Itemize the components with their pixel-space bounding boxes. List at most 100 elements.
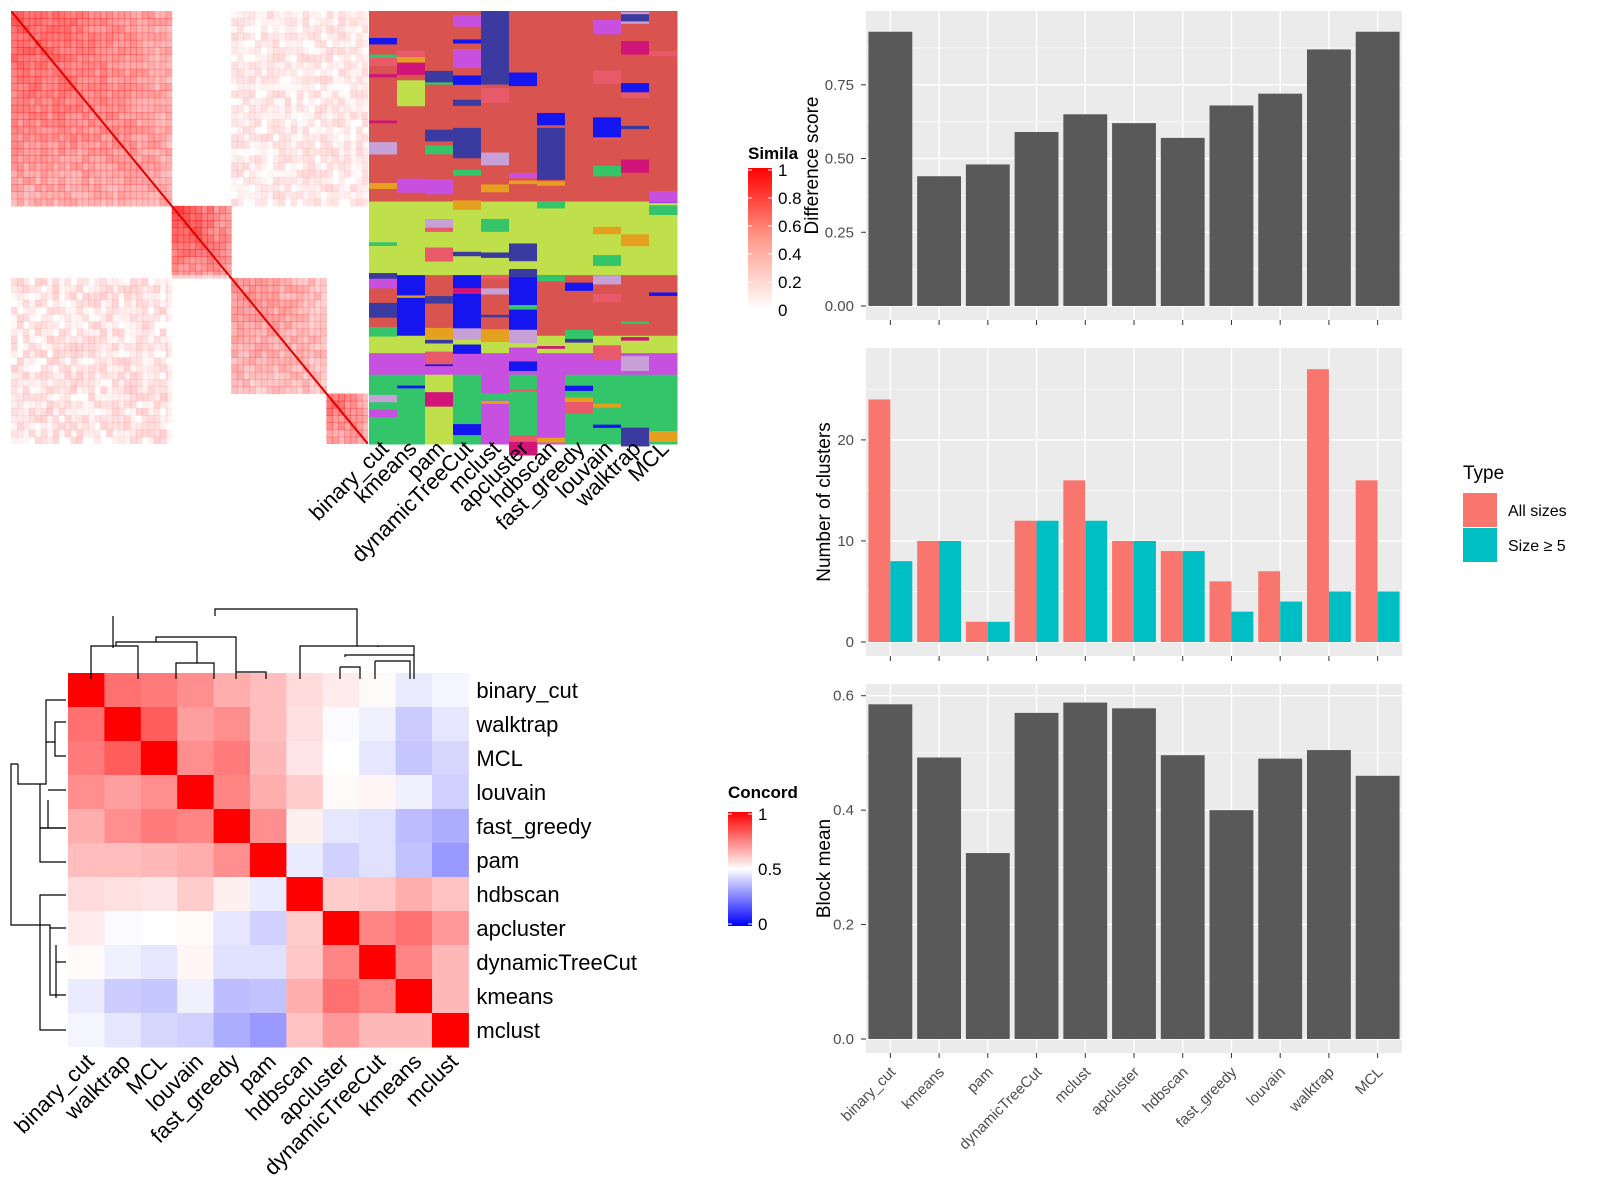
similarity-cell [118, 104, 125, 113]
similarity-cell [296, 299, 304, 308]
similarity-cell [124, 314, 131, 322]
similarity-cell [231, 18, 238, 27]
similarity-cell [219, 213, 226, 221]
similarity-cell [141, 176, 149, 185]
similarity-cell [171, 220, 179, 229]
similarity-cell [243, 184, 250, 192]
similarity-cell [135, 335, 143, 344]
similarity-cell [362, 39, 368, 48]
similarity-cell [11, 39, 18, 48]
concordance-cell [286, 809, 324, 844]
similarity-cell [266, 90, 274, 99]
similarity-cell [332, 436, 339, 444]
similarity-cell [147, 75, 155, 84]
similarity-cell [153, 415, 161, 423]
similarity-cell [28, 321, 36, 330]
similarity-cell [141, 155, 149, 164]
similarity-cell [135, 299, 143, 308]
similarity-cell [279, 98, 286, 106]
similarity-cell [106, 285, 113, 294]
similarity-cell [165, 112, 173, 120]
similarity-cell [260, 155, 268, 164]
similarity-cell [22, 119, 30, 128]
similarity-cell [94, 400, 101, 409]
similarity-cell [254, 299, 262, 308]
cluster-cell [453, 201, 482, 276]
similarity-cell [135, 436, 143, 444]
similarity-cell [332, 155, 339, 164]
similarity-cell [135, 176, 143, 185]
similarity-cell [225, 256, 232, 265]
similarity-cell [237, 364, 244, 373]
similarity-cell [46, 169, 54, 178]
similarity-cell [112, 285, 119, 294]
similarity-cell [243, 126, 250, 135]
similarity-cell [320, 140, 327, 149]
similarity-cell [82, 148, 89, 156]
concordance-cell [286, 843, 324, 878]
bar-size-ge-5 [1182, 551, 1205, 642]
similarity-cell [362, 112, 368, 120]
similarity-cell [112, 83, 119, 91]
similarity-cell [16, 436, 24, 444]
similarity-cell [243, 371, 250, 380]
concordance-row-label: fast_greedy [476, 814, 591, 839]
similarity-cell [40, 54, 48, 63]
similarity-cell [153, 314, 161, 322]
similarity-cell [94, 133, 101, 142]
similarity-cell [165, 184, 173, 193]
similarity-cell [28, 83, 36, 91]
similarity-cell [76, 415, 83, 423]
similarity-cell [260, 278, 268, 286]
similarity-cell [362, 198, 368, 207]
similarity-cell [64, 415, 72, 423]
similarity-cell [94, 11, 101, 19]
similarity-cell [106, 191, 113, 200]
similarity-cell [88, 112, 95, 120]
similarity-cell [112, 32, 119, 41]
similarity-cell [16, 140, 24, 149]
similarity-cell [100, 68, 107, 77]
similarity-cell [118, 112, 125, 120]
similarity-cell [362, 191, 368, 200]
similarity-cell [260, 321, 268, 330]
similarity-cell [58, 32, 66, 41]
similarity-cell [28, 133, 36, 142]
similarity-cell [159, 393, 167, 402]
similarity-cell [302, 335, 310, 344]
similarity-cell [64, 400, 72, 409]
similarity-cell [106, 335, 113, 344]
similarity-cell [82, 379, 89, 387]
similarity-cell [147, 169, 155, 178]
similarity-cell [34, 407, 42, 416]
similarity-cell [70, 155, 78, 164]
similarity-cell [350, 112, 357, 120]
similarity-cell [88, 97, 95, 106]
concordance-row-label: binary_cut [476, 678, 578, 703]
similarity-cell [332, 11, 339, 19]
similarity-cell [34, 11, 42, 19]
similarity-cell [112, 104, 119, 113]
similarity-cell [88, 126, 95, 135]
similarity-cell [112, 176, 119, 185]
similarity-cell [118, 314, 125, 322]
similarity-cell [320, 199, 327, 207]
concordance-row-label: MCL [476, 746, 522, 771]
similarity-cell [165, 68, 173, 77]
similarity-cell [40, 429, 48, 438]
cluster-cell [481, 353, 510, 376]
similarity-legend-label: 0.2 [778, 273, 802, 292]
similarity-cell [76, 97, 83, 106]
similarity-cell [165, 126, 173, 135]
similarity-cell [76, 155, 83, 164]
similarity-cell [165, 39, 173, 48]
similarity-cell [278, 140, 286, 149]
similarity-cell [52, 299, 60, 308]
similarity-cell [52, 155, 60, 164]
similarity-cell [64, 184, 72, 193]
similarity-cell [135, 350, 143, 358]
similarity-cell [350, 155, 357, 164]
similarity-cell [290, 278, 298, 286]
cluster-cell [481, 152, 510, 166]
similarity-cell [22, 407, 30, 416]
